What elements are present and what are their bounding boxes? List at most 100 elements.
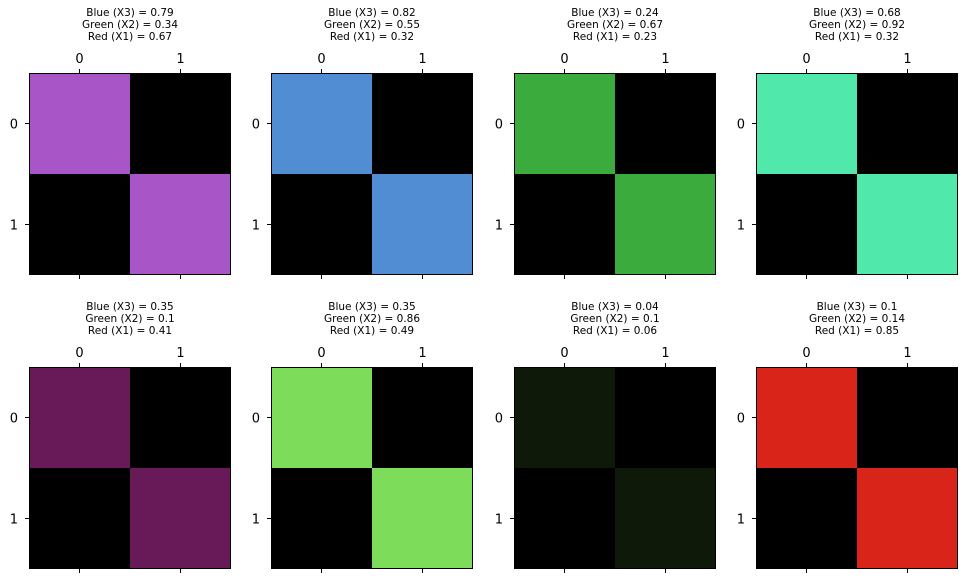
panel-title-line: Blue (X3) = 0.79: [86, 7, 174, 19]
x-tick-label: 0: [802, 346, 810, 361]
y-tick-label: 0: [737, 118, 745, 133]
x-tick-label: 0: [317, 346, 325, 361]
heatmap-cell: [756, 367, 857, 468]
panel-title-line: Green (X2) = 0.67: [567, 19, 663, 31]
x-tick-label: 0: [317, 52, 325, 67]
heatmap-cell: [372, 468, 473, 569]
y-tick-label: 0: [495, 118, 503, 133]
y-tick-label: 0: [495, 412, 503, 427]
heatmap-cell: [756, 73, 857, 174]
axes-frame: [756, 73, 958, 275]
axes-frame: [271, 73, 473, 275]
panel-title-line: Green (X2) = 0.34: [82, 19, 178, 31]
y-tick-label: 0: [10, 412, 18, 427]
panel-title-line: Green (X2) = 0.55: [324, 19, 420, 31]
panel-title-line: Blue (X3) = 0.1: [817, 301, 898, 313]
panel-title-line: Blue (X3) = 0.35: [328, 301, 416, 313]
heatmap-cell: [271, 468, 372, 569]
heatmap-cell: [615, 468, 716, 569]
panel-title-line: Green (X2) = 0.1: [570, 313, 659, 325]
axes-frame: [29, 73, 231, 275]
heatmap-cell: [514, 367, 615, 468]
panel-title-line: Green (X2) = 0.14: [809, 313, 905, 325]
y-tick-label: 1: [10, 219, 18, 234]
heatmap-cell: [514, 174, 615, 275]
y-tick-label: 1: [737, 513, 745, 528]
heatmap-cell: [29, 468, 130, 569]
axes-frame: [271, 367, 473, 569]
y-tick-label: 1: [252, 219, 260, 234]
heatmap-cell: [857, 367, 958, 468]
y-tick-label: 1: [495, 513, 503, 528]
heatmap-cell: [29, 174, 130, 275]
y-tick-label: 0: [737, 412, 745, 427]
y-tick-label: 0: [252, 412, 260, 427]
x-tick-label: 1: [418, 52, 426, 67]
heatmap-cell: [130, 367, 231, 468]
y-tick-label: 1: [737, 219, 745, 234]
y-tick-label: 1: [495, 219, 503, 234]
panel-title-line: Red (X1) = 0.32: [815, 31, 899, 43]
heatmap-cell: [756, 174, 857, 275]
panel-title-line: Red (X1) = 0.85: [815, 325, 899, 337]
panel-title-line: Red (X1) = 0.32: [330, 31, 414, 43]
x-tick-label: 1: [176, 52, 184, 67]
panel-title-line: Green (X2) = 0.86: [324, 313, 420, 325]
y-tick-label: 1: [10, 513, 18, 528]
x-tick-label: 1: [176, 346, 184, 361]
panel-title-line: Red (X1) = 0.06: [573, 325, 658, 337]
axes-frame: [514, 73, 716, 275]
heatmap-cell: [372, 73, 473, 174]
heatmap-cell: [615, 174, 716, 275]
x-tick-label: 0: [560, 52, 568, 67]
heatmap-cell: [29, 367, 130, 468]
panel-title-line: Green (X2) = 0.1: [85, 313, 174, 325]
heatmap-cell: [372, 367, 473, 468]
panel-title-line: Blue (X3) = 0.04: [571, 301, 659, 313]
x-tick-label: 0: [802, 52, 810, 67]
panel-title-line: Blue (X3) = 0.68: [813, 7, 901, 19]
x-tick-label: 0: [560, 346, 568, 361]
x-tick-label: 1: [903, 346, 911, 361]
heatmap-cell: [857, 73, 958, 174]
heatmap-cell: [857, 468, 958, 569]
heatmap-cell: [130, 73, 231, 174]
heatmap-cell: [271, 73, 372, 174]
heatmap-cell: [514, 73, 615, 174]
panel-title-line: Red (X1) = 0.41: [88, 325, 172, 337]
axes-frame: [514, 367, 716, 569]
x-tick-label: 0: [75, 346, 83, 361]
axes-frame: [756, 367, 958, 569]
panel-title-line: Green (X2) = 0.92: [809, 19, 905, 31]
x-tick-label: 1: [661, 52, 669, 67]
heatmap-cell: [615, 73, 716, 174]
x-tick-label: 1: [661, 346, 669, 361]
panel-title-line: Blue (X3) = 0.82: [328, 7, 416, 19]
y-tick-label: 0: [252, 118, 260, 133]
y-tick-label: 0: [10, 118, 18, 133]
heatmap-cell: [514, 468, 615, 569]
panel-title-line: Blue (X3) = 0.35: [86, 301, 174, 313]
heatmap-cell: [756, 468, 857, 569]
panel-title-line: Red (X1) = 0.49: [330, 325, 414, 337]
heatmap-cell: [130, 468, 231, 569]
heatmap-cell: [130, 174, 231, 275]
x-tick-label: 0: [75, 52, 83, 67]
heatmap-cell: [857, 174, 958, 275]
panel-title-line: Red (X1) = 0.23: [573, 31, 657, 43]
x-tick-label: 1: [418, 346, 426, 361]
panel-title-line: Red (X1) = 0.67: [88, 31, 172, 43]
heatmap-cell: [271, 367, 372, 468]
heatmap-cell: [372, 174, 473, 275]
axes-frame: [29, 367, 231, 569]
y-tick-label: 1: [252, 513, 260, 528]
heatmap-cell: [271, 174, 372, 275]
